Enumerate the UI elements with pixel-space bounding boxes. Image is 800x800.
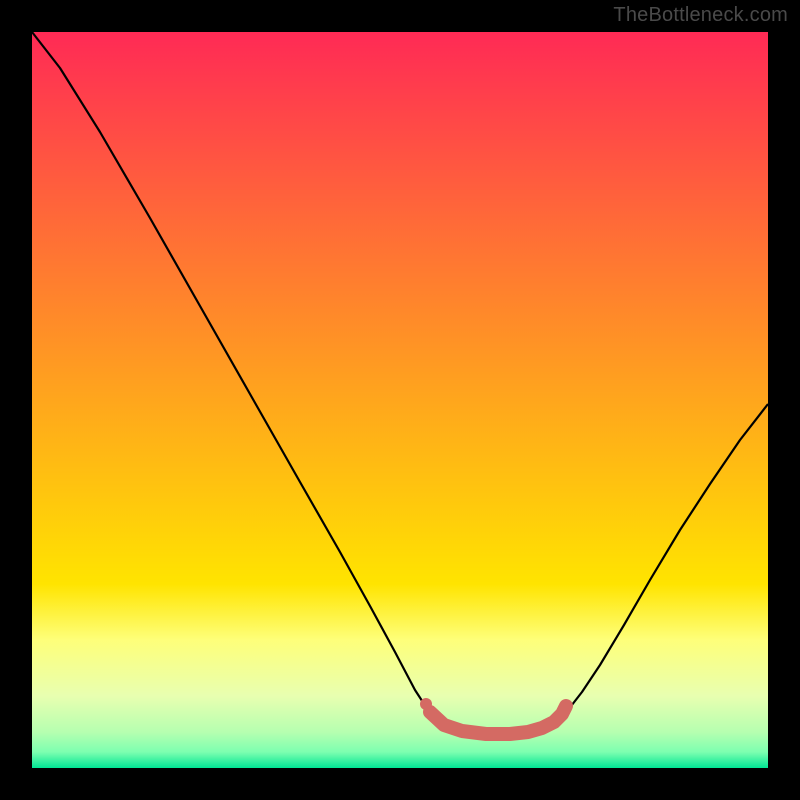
gradient-band	[32, 696, 768, 732]
chart-stage: TheBottleneck.com	[0, 0, 800, 800]
gradient-band	[32, 584, 768, 640]
chart-svg	[0, 0, 800, 800]
gradient-band	[32, 732, 768, 752]
gradient-band	[32, 32, 768, 584]
highlight-dot	[420, 698, 432, 710]
gradient-band	[32, 752, 768, 768]
watermark-text: TheBottleneck.com	[613, 4, 788, 27]
gradient-band	[32, 640, 768, 696]
